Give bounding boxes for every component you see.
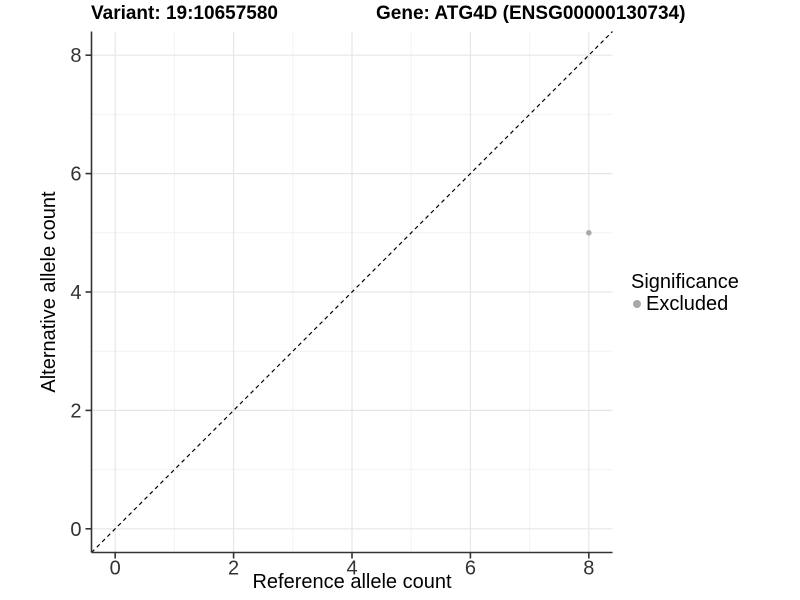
x-axis-title: Reference allele count (252, 571, 452, 593)
legend: Significance Excluded (631, 271, 739, 315)
data-point (586, 229, 592, 236)
x-tick-label: 0 (110, 558, 121, 580)
x-tick-label: 4 (346, 558, 357, 580)
plot-title-gene: Gene: ATG4D (ENSG00000130734) (376, 3, 686, 24)
x-tick-label: 6 (465, 558, 476, 580)
legend-title: Significance (631, 271, 739, 293)
axis-tick-marks (85, 54, 590, 559)
y-tick-label: 2 (70, 400, 81, 422)
x-tick-label: 2 (228, 558, 239, 580)
y-tick-label: 8 (70, 45, 81, 67)
axis-tick-labels: 0 2 4 6 8 0 2 4 6 8 (70, 45, 594, 579)
identity-dashed-line (91, 31, 613, 553)
y-axis-title: Alternative allele count (38, 191, 60, 393)
y-tick-label: 0 (70, 519, 81, 541)
data-points (586, 229, 592, 236)
identity-line (91, 31, 613, 553)
plot-title-variant: Variant: 19:10657580 (91, 3, 278, 24)
y-tick-label: 6 (70, 164, 81, 186)
y-tick-label: 4 (70, 282, 81, 304)
legend-item-excluded: Excluded (631, 293, 739, 315)
x-tick-label: 8 (583, 558, 594, 580)
legend-item-label: Excluded (646, 293, 729, 315)
legend-key-dot-icon (633, 300, 641, 308)
